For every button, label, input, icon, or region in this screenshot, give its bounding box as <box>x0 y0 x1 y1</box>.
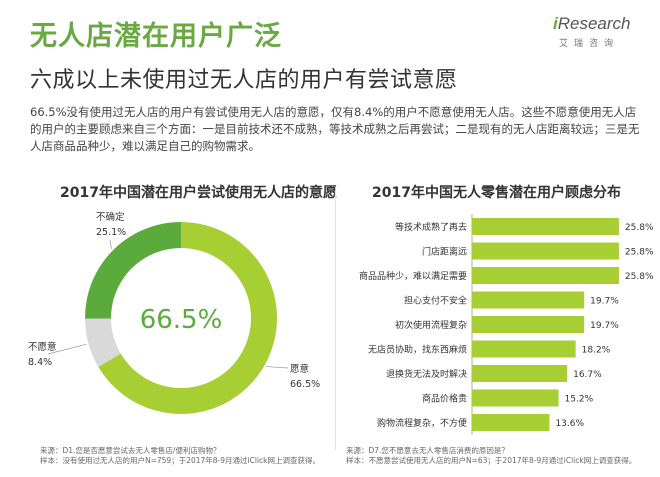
bar-value-label: 25.8% <box>625 272 654 282</box>
bar-category-label: 退换货无法及时解决 <box>386 368 467 380</box>
divider <box>335 190 336 450</box>
bar-value-label: 19.7% <box>590 321 619 331</box>
donut-slice <box>85 318 121 367</box>
sample-line: 样本：没有使用过无人店的用户N=759；于2017年8-9月通过iClick网上… <box>40 456 320 465</box>
page-title: 无人店潜在用户广泛 <box>30 21 282 52</box>
bar <box>472 365 568 382</box>
slice-name-label: 不确定 <box>96 211 125 223</box>
bar <box>472 389 559 407</box>
donut-slice <box>84 222 181 319</box>
bar-category-label: 初次使用流程复杂 <box>395 319 467 331</box>
donut-chart: 66.5% 愿意 66.5% 不愿意 8.4% 不确定 25.1% <box>28 211 320 414</box>
intro-paragraph: 66.5%没有使用过无人店的用户有尝试使用无人店的意愿，仅有8.4%的用户不愿意… <box>30 105 640 153</box>
source-line: 来源：D1.您是否愿意尝试去无人零售店/便利店购物？ <box>40 446 221 455</box>
logo-text: Research <box>557 14 631 33</box>
leader-line <box>266 366 289 369</box>
donut-slice <box>98 222 277 414</box>
bar <box>472 218 619 235</box>
donut-chart-title: 2017年中国潜在用户尝试使用无人店的意愿 <box>60 185 337 201</box>
logo-subtext: 艾瑞咨询 <box>559 39 620 49</box>
iresearch-logo: iResearch 艾瑞咨询 <box>553 14 645 58</box>
bar-value-label: 16.7% <box>573 370 602 380</box>
slice-value-label: 25.1% <box>96 227 126 238</box>
bar-category-label: 无店员协助，找东西麻烦 <box>368 344 467 356</box>
slice-value-label: 66.5% <box>290 379 320 390</box>
source-line: 来源：D7.您不愿意去无人零售店消费的原因是？ <box>346 446 509 455</box>
bar-category-label: 购物流程复杂，不方便 <box>377 417 467 429</box>
bar-category-label: 门店距离远 <box>422 246 467 258</box>
bar-value-label: 25.8% <box>625 223 654 233</box>
bar <box>472 267 619 284</box>
bar <box>472 414 550 431</box>
bar-value-label: 15.2% <box>565 395 594 405</box>
bar <box>472 340 576 358</box>
bar <box>472 291 585 309</box>
slice-name-label: 不愿意 <box>28 341 57 353</box>
slice-name-label: 愿意 <box>290 363 309 375</box>
bar-category-label: 商品价格贵 <box>422 393 467 405</box>
sample-line: 样本：不愿意尝试使用无人店的用户N=63；于2017年8-9月通过iClick网… <box>346 456 637 465</box>
donut-center-label: 66.5% <box>140 305 223 335</box>
leader-line <box>109 239 112 249</box>
bar-value-label: 19.7% <box>590 297 619 307</box>
bar-source-note: 来源：D7.您不愿意去无人零售店消费的原因是？ 样本：不愿意尝试使用无人店的用户… <box>346 446 656 466</box>
bar-value-label: 18.2% <box>582 346 611 356</box>
leader-line <box>47 343 87 355</box>
bar-category-label: 等技术成熟了再去 <box>395 221 467 233</box>
bar <box>472 316 585 333</box>
bar-chart-title: 2017年中国无人零售潜在用户顾虑分布 <box>372 185 621 201</box>
bar-chart: 等技术成熟了再去 25.8% 门店距离远 25.8% 商品品种少，难以满足需要 25.8%… <box>359 214 654 435</box>
bar-value-label: 13.6% <box>555 419 584 429</box>
slice-value-label: 8.4% <box>28 357 52 368</box>
page-subtitle: 六成以上未使用过无人店的用户有尝试意愿 <box>30 68 458 93</box>
bar <box>472 242 619 260</box>
bar-category-label: 商品品种少，难以满足需要 <box>359 270 467 282</box>
bar-category-label: 担心支付不安全 <box>404 295 467 307</box>
logo-i: i <box>553 14 558 33</box>
donut-source-note: 来源：D1.您是否愿意尝试去无人零售店/便利店购物？ 样本：没有使用过无人店的用… <box>40 446 330 466</box>
bar-value-label: 25.8% <box>625 248 654 258</box>
